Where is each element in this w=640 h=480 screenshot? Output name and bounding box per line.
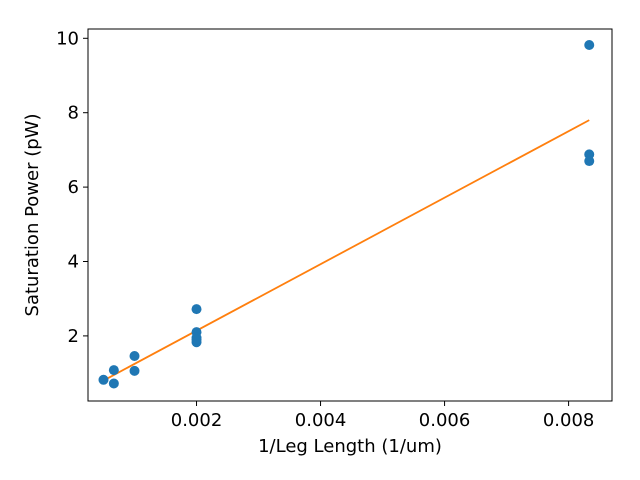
data-point	[584, 156, 595, 167]
y-tick-label: 10	[56, 28, 79, 49]
data-point	[108, 378, 119, 389]
x-tick-label: 0.008	[543, 410, 595, 431]
data-point	[108, 365, 119, 376]
y-axis-label: Saturation Power (pW)	[22, 114, 43, 317]
series-layer	[98, 39, 595, 389]
x-axis-label: 1/Leg Length (1/um)	[258, 436, 442, 457]
fit-line	[103, 119, 590, 382]
x-tick-label: 0.004	[295, 410, 347, 431]
data-point	[129, 365, 140, 376]
y-tick-label: 4	[68, 252, 79, 273]
data-point	[584, 39, 595, 50]
y-tick-label: 2	[68, 326, 79, 347]
y-ticks: 2 4 6 8 10	[56, 28, 88, 347]
data-point	[98, 374, 109, 385]
x-ticks: 0.002 0.004 0.006 0.008	[171, 401, 595, 431]
plot-frame	[87, 28, 613, 402]
data-point	[191, 304, 202, 315]
data-point	[129, 350, 140, 361]
data-point	[191, 334, 202, 345]
x-tick-label: 0.002	[171, 410, 223, 431]
y-tick-label: 8	[68, 103, 79, 124]
y-tick-label: 6	[68, 177, 79, 198]
x-tick-label: 0.006	[419, 410, 471, 431]
